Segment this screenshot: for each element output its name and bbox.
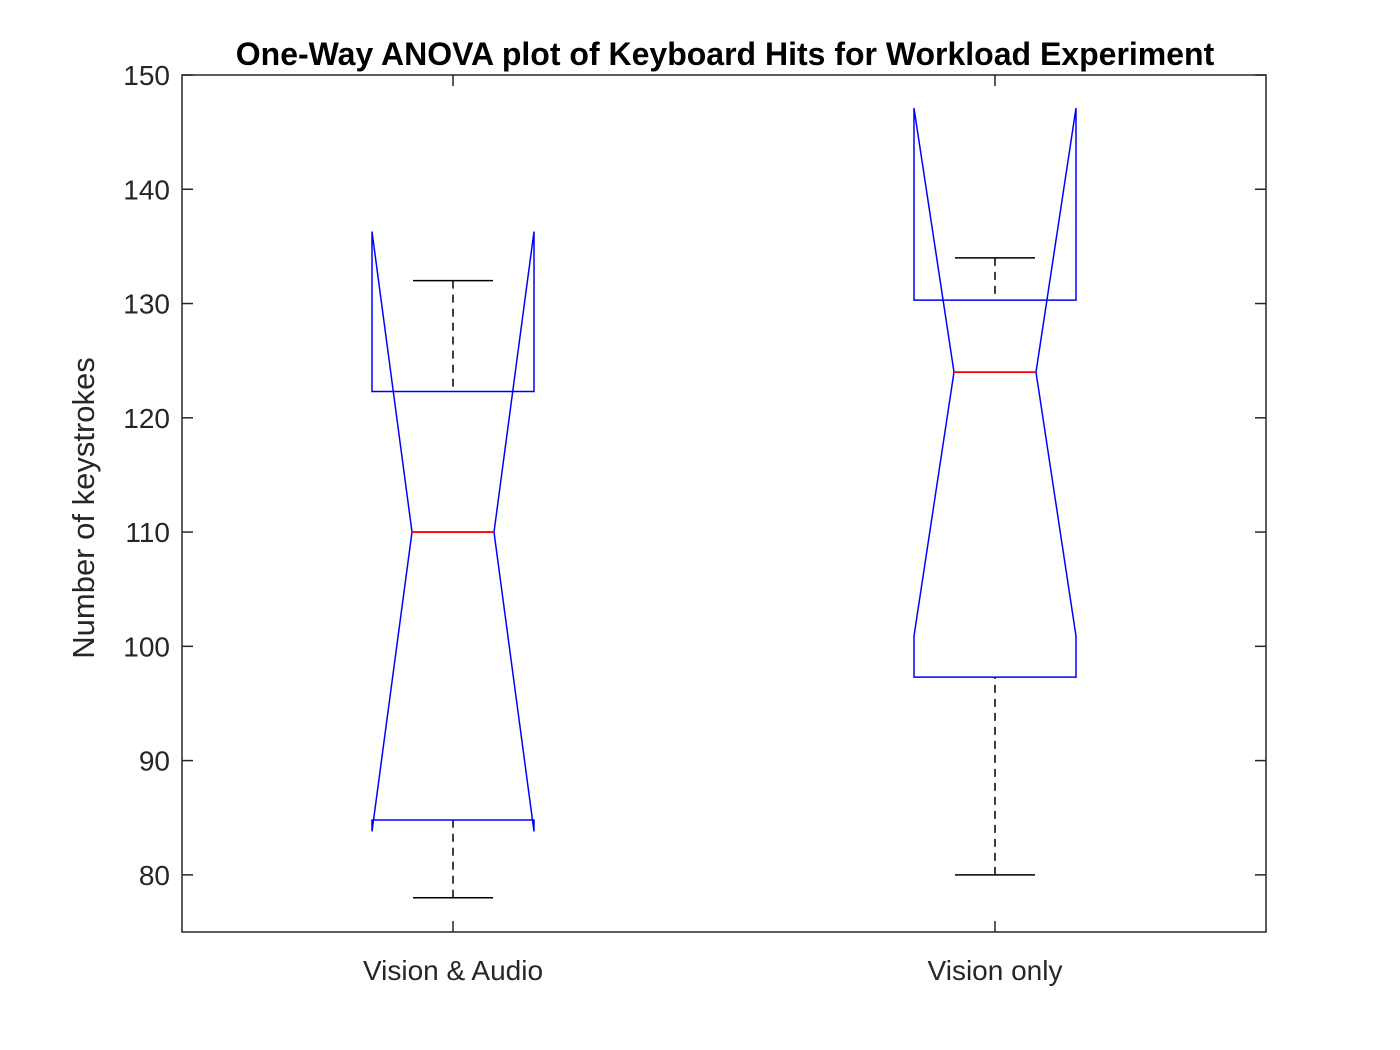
y-tick-label: 110 <box>125 517 170 548</box>
y-tick-label: 130 <box>123 289 170 320</box>
y-tick-label: 80 <box>139 860 170 891</box>
x-axis: Vision & Audio Vision only <box>363 75 1062 986</box>
plot-area-frame <box>181 74 1267 933</box>
y-axis-label: Number of keystrokes <box>66 357 101 659</box>
chart-title: One-Way ANOVA plot of Keyboard Hits for … <box>236 36 1215 72</box>
y-axis: 80 90 100 110 120 130 140 150 <box>123 60 1266 891</box>
y-tick-label: 100 <box>123 631 170 662</box>
box-group <box>371 108 1077 899</box>
y-tick-label: 140 <box>123 174 170 205</box>
x-tick-label: Vision & Audio <box>363 955 543 986</box>
y-tick-label: 150 <box>123 60 170 91</box>
notched-box <box>371 231 535 832</box>
x-tick-label: Vision only <box>928 955 1063 986</box>
y-tick-label: 90 <box>139 746 170 777</box>
box-2 <box>913 108 1077 876</box>
y-tick-label: 120 <box>123 403 170 434</box>
notched-box <box>913 108 1077 678</box>
box-1 <box>371 231 535 899</box>
